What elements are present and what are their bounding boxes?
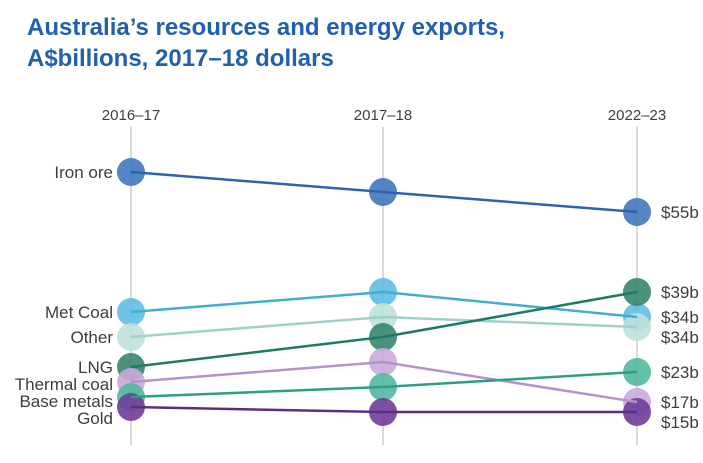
series-line bbox=[130, 405, 637, 414]
end-value-label: $55b bbox=[661, 203, 699, 222]
series-name-label: Gold bbox=[77, 409, 113, 428]
end-value-label: $34b bbox=[661, 308, 699, 327]
series-line bbox=[130, 360, 638, 404]
chart-title: Australia’s resources and energy exports… bbox=[27, 12, 505, 74]
end-value-label: $39b bbox=[661, 283, 699, 302]
chart-title-line2: A$billions, 2017–18 dollars bbox=[27, 45, 334, 72]
series-line bbox=[130, 290, 638, 369]
end-value-label: $23b bbox=[661, 363, 699, 382]
series-name-label: Other bbox=[70, 328, 113, 347]
series-name-label: Thermal coal bbox=[15, 375, 113, 394]
series-name-label: Iron ore bbox=[54, 163, 113, 182]
series-name-label: LNG bbox=[78, 358, 113, 377]
series-name-label: Base metals bbox=[19, 392, 113, 411]
series-line bbox=[130, 170, 638, 214]
series-line bbox=[130, 315, 638, 339]
series-line bbox=[130, 290, 638, 319]
series-name-label: Met Coal bbox=[45, 303, 113, 322]
category-label: 2022–23 bbox=[608, 107, 666, 124]
end-value-label: $15b bbox=[661, 413, 699, 432]
end-value-label: $17b bbox=[661, 393, 699, 412]
series-line bbox=[130, 370, 638, 399]
category-label: 2017–18 bbox=[354, 107, 412, 124]
chart-title-line1: Australia’s resources and energy exports… bbox=[27, 14, 505, 41]
end-value-label: $34b bbox=[661, 328, 699, 347]
category-label: 2016–17 bbox=[102, 107, 160, 124]
